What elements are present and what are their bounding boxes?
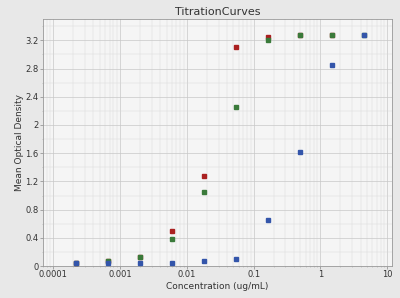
- Y-axis label: Mean Optical Density: Mean Optical Density: [15, 94, 24, 191]
- X-axis label: Concentration (ug/mL): Concentration (ug/mL): [166, 282, 269, 291]
- Title: TitrationCurves: TitrationCurves: [175, 7, 260, 17]
